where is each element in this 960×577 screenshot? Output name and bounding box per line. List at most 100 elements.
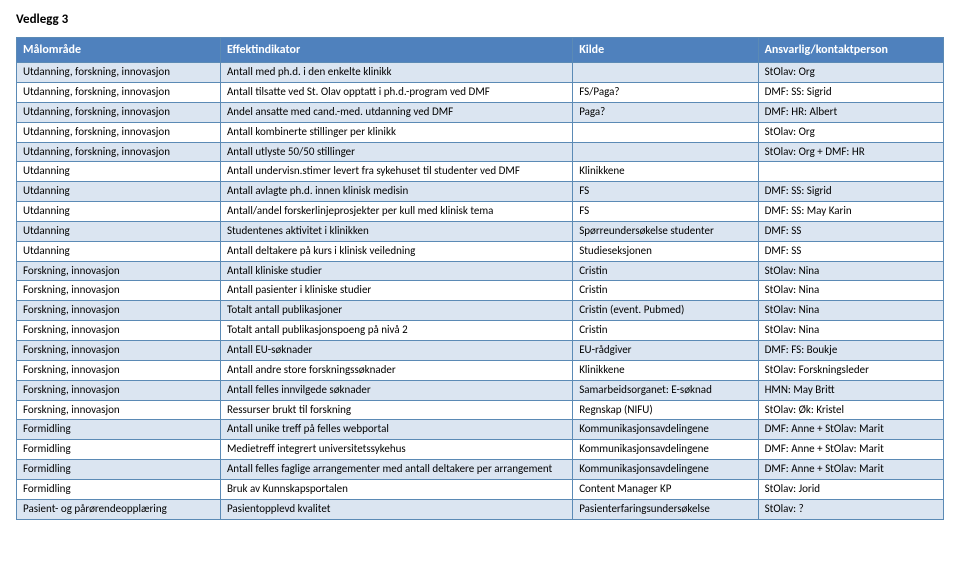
table-cell: Ressurser brukt til forskning bbox=[220, 400, 572, 420]
table-cell: Pasienterfaringsundersøkelse bbox=[573, 499, 758, 519]
table-cell bbox=[758, 162, 943, 182]
table-row: Forskning, innovasjonAntall andre store … bbox=[17, 360, 944, 380]
table-cell: Utdanning bbox=[17, 202, 221, 222]
table-row: Utdanning, forskning, innovasjonAndel an… bbox=[17, 102, 944, 122]
table-cell: FS bbox=[573, 202, 758, 222]
table-row: UtdanningAntall avlagte ph.d. innen klin… bbox=[17, 182, 944, 202]
table-cell: Forskning, innovasjon bbox=[17, 301, 221, 321]
table-cell: StOlav: Nina bbox=[758, 301, 943, 321]
table-row: Pasient- og pårørendeopplæringPasientopp… bbox=[17, 499, 944, 519]
table-cell: DMF: Anne + StOlav: Marit bbox=[758, 420, 943, 440]
table-cell: FS/Paga? bbox=[573, 83, 758, 103]
table-cell: Formidling bbox=[17, 479, 221, 499]
table-row: FormidlingMedietreff integrert universit… bbox=[17, 440, 944, 460]
table-cell: DMF: SS bbox=[758, 241, 943, 261]
table-row: Utdanning, forskning, innovasjonAntall t… bbox=[17, 83, 944, 103]
table-cell: EU-rådgiver bbox=[573, 341, 758, 361]
table-cell: Antall tilsatte ved St. Olav opptatt i p… bbox=[220, 83, 572, 103]
table-row: Utdanning, forskning, innovasjonAntall m… bbox=[17, 63, 944, 83]
table-cell: Regnskap (NIFU) bbox=[573, 400, 758, 420]
table-cell: Medietreff integrert universitetssykehus bbox=[220, 440, 572, 460]
table-row: Forskning, innovasjonAntall EU-søknaderE… bbox=[17, 341, 944, 361]
table-cell: Klinikkene bbox=[573, 162, 758, 182]
table-row: UtdanningAntall undervisn.stimer levert … bbox=[17, 162, 944, 182]
table-cell: Antall deltakere på kurs i klinisk veile… bbox=[220, 241, 572, 261]
table-cell: Formidling bbox=[17, 460, 221, 480]
table-cell: Studieseksjonen bbox=[573, 241, 758, 261]
table-cell: StOlav: ? bbox=[758, 499, 943, 519]
table-cell: Andel ansatte med cand.-med. utdanning v… bbox=[220, 102, 572, 122]
table-cell: Utdanning, forskning, innovasjon bbox=[17, 83, 221, 103]
table-cell bbox=[573, 142, 758, 162]
table-cell: Utdanning bbox=[17, 221, 221, 241]
table-cell: Pasient- og pårørendeopplæring bbox=[17, 499, 221, 519]
table-cell: Utdanning, forskning, innovasjon bbox=[17, 102, 221, 122]
col-header: Målområde bbox=[17, 38, 221, 63]
table-cell: Utdanning, forskning, innovasjon bbox=[17, 142, 221, 162]
table-cell: Forskning, innovasjon bbox=[17, 261, 221, 281]
table-cell: Studentenes aktivitet i klinikken bbox=[220, 221, 572, 241]
page-title: Vedlegg 3 bbox=[16, 12, 944, 27]
table-cell: Kommunikasjonsavdelingene bbox=[573, 440, 758, 460]
table-cell: Samarbeidsorganet: E-søknad bbox=[573, 380, 758, 400]
table-cell: DMF: Anne + StOlav: Marit bbox=[758, 460, 943, 480]
table-cell: Forskning, innovasjon bbox=[17, 400, 221, 420]
table-row: UtdanningAntall/andel forskerlinjeprosje… bbox=[17, 202, 944, 222]
table-cell: Antall felles innvilgede søknader bbox=[220, 380, 572, 400]
table-row: UtdanningStudentenes aktivitet i klinikk… bbox=[17, 221, 944, 241]
table-row: UtdanningAntall deltakere på kurs i klin… bbox=[17, 241, 944, 261]
table-cell: Forskning, innovasjon bbox=[17, 341, 221, 361]
table-cell: StOlav: Øk: Kristel bbox=[758, 400, 943, 420]
table-cell: Totalt antall publikasjonspoeng på nivå … bbox=[220, 321, 572, 341]
table-cell: DMF: FS: Boukje bbox=[758, 341, 943, 361]
table-cell: Antall med ph.d. i den enkelte klinikk bbox=[220, 63, 572, 83]
table-cell: Klinikkene bbox=[573, 360, 758, 380]
table-cell: Totalt antall publikasjoner bbox=[220, 301, 572, 321]
table-cell: Antall undervisn.stimer levert fra sykeh… bbox=[220, 162, 572, 182]
table-cell: Paga? bbox=[573, 102, 758, 122]
table-cell: Content Manager KP bbox=[573, 479, 758, 499]
table-cell: Cristin bbox=[573, 321, 758, 341]
table-cell: Antall unike treff på felles webportal bbox=[220, 420, 572, 440]
table-cell: Forskning, innovasjon bbox=[17, 321, 221, 341]
table-cell: Formidling bbox=[17, 440, 221, 460]
table-cell: StOlav: Forskningsleder bbox=[758, 360, 943, 380]
table-cell: Antall utlyste 50/50 stillinger bbox=[220, 142, 572, 162]
table-cell: Cristin bbox=[573, 261, 758, 281]
table-cell: StOlav: Nina bbox=[758, 261, 943, 281]
table-cell: StOlav: Org bbox=[758, 63, 943, 83]
table-row: Forskning, innovasjonTotalt antall publi… bbox=[17, 321, 944, 341]
table-cell: DMF: SS: May Karin bbox=[758, 202, 943, 222]
table-cell: Utdanning bbox=[17, 182, 221, 202]
table-cell: Antall andre store forskningssøknader bbox=[220, 360, 572, 380]
table-row: Utdanning, forskning, innovasjonAntall k… bbox=[17, 122, 944, 142]
col-header: Ansvarlig/kontaktperson bbox=[758, 38, 943, 63]
table-cell: Utdanning bbox=[17, 162, 221, 182]
table-cell: StOlav: Nina bbox=[758, 281, 943, 301]
table-row: FormidlingBruk av KunnskapsportalenConte… bbox=[17, 479, 944, 499]
col-header: Effektindikator bbox=[220, 38, 572, 63]
table-cell: Cristin (event. Pubmed) bbox=[573, 301, 758, 321]
table-row: Forskning, innovasjonRessurser brukt til… bbox=[17, 400, 944, 420]
table-cell: DMF: SS bbox=[758, 221, 943, 241]
col-header: Kilde bbox=[573, 38, 758, 63]
data-table: Målområde Effektindikator Kilde Ansvarli… bbox=[16, 37, 944, 520]
table-cell: StOlav: Org bbox=[758, 122, 943, 142]
table-cell: Cristin bbox=[573, 281, 758, 301]
table-row: Forskning, innovasjonTotalt antall publi… bbox=[17, 301, 944, 321]
table-cell: Forskning, innovasjon bbox=[17, 281, 221, 301]
table-row: FormidlingAntall unike treff på felles w… bbox=[17, 420, 944, 440]
table-cell: Pasientopplevd kvalitet bbox=[220, 499, 572, 519]
table-cell: Antall avlagte ph.d. innen klinisk medis… bbox=[220, 182, 572, 202]
table-header-row: Målområde Effektindikator Kilde Ansvarli… bbox=[17, 38, 944, 63]
table-cell: DMF: HR: Albert bbox=[758, 102, 943, 122]
table-cell: Antall kombinerte stillinger per klinikk bbox=[220, 122, 572, 142]
table-cell bbox=[573, 63, 758, 83]
table-cell: DMF: Anne + StOlav: Marit bbox=[758, 440, 943, 460]
table-cell: StOlav: Nina bbox=[758, 321, 943, 341]
table-cell: Forskning, innovasjon bbox=[17, 360, 221, 380]
table-cell: Antall felles faglige arrangementer med … bbox=[220, 460, 572, 480]
table-cell: HMN: May Britt bbox=[758, 380, 943, 400]
table-cell: Kommunikasjonsavdelingene bbox=[573, 460, 758, 480]
table-row: Forskning, innovasjonAntall felles innvi… bbox=[17, 380, 944, 400]
